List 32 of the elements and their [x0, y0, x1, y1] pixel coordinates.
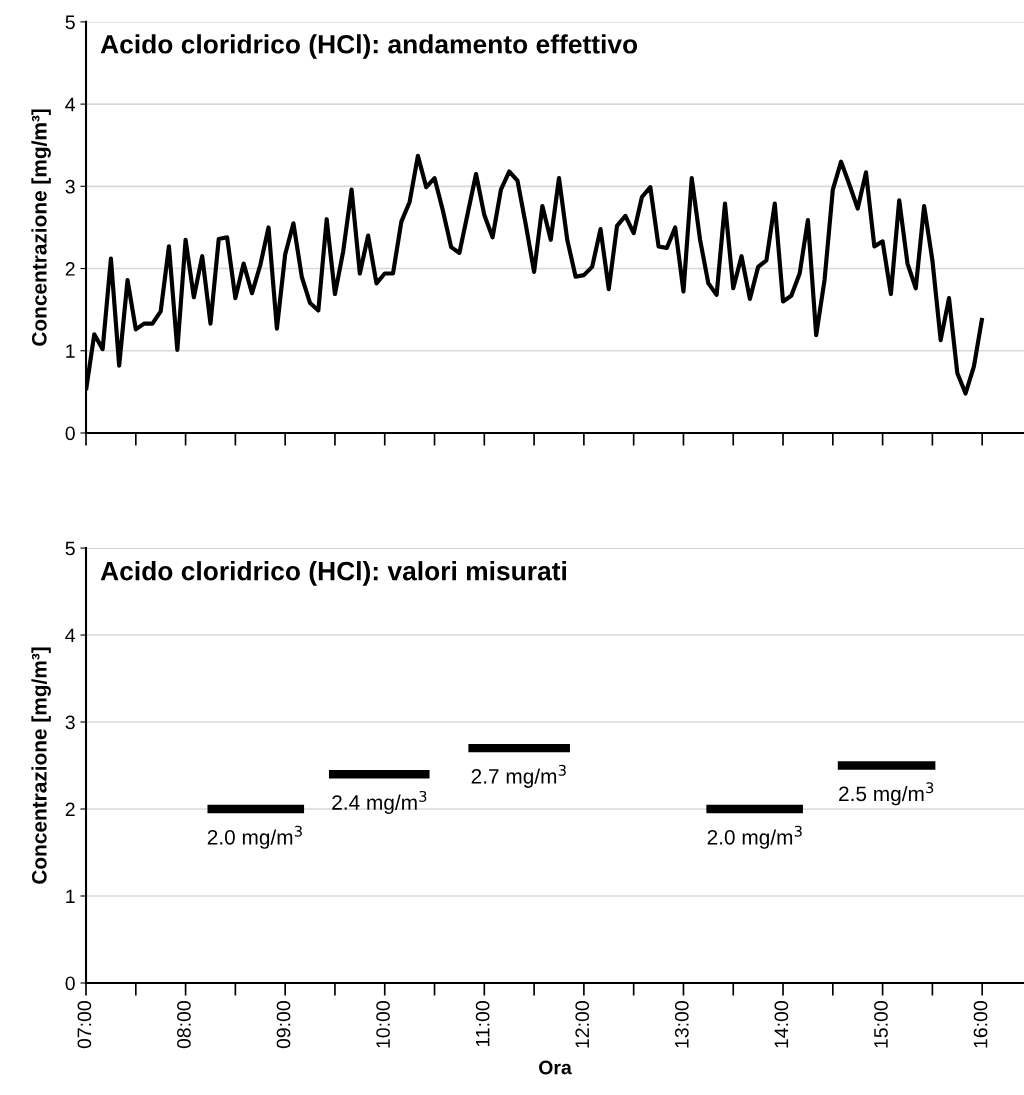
- y-tick-label: 0: [65, 426, 75, 441]
- y-axis-title: Concentrazione [mg/m³]: [31, 109, 51, 346]
- annotation: 2.4 mg/m$^{3}$: [332, 790, 427, 814]
- x-tick-label: 07:00: [77, 1001, 92, 1049]
- x-tick-label: 12:00: [575, 1001, 590, 1048]
- x-axis-title: Ora: [539, 1060, 572, 1075]
- annotation: 2.7 mg/m$^{3}$: [471, 764, 566, 788]
- x-tick-label: 08:00: [177, 1001, 191, 1049]
- annotation: 2.0 mg/m$^{3}$: [207, 825, 302, 849]
- y-tick-label: 0: [65, 976, 75, 991]
- x-tick-label: 13:00: [674, 1001, 689, 1048]
- x-tick-label: 09:00: [276, 1001, 291, 1049]
- annotation: 2.5 mg/m$^{3}$: [839, 782, 934, 806]
- y-tick-label: 5: [65, 541, 75, 556]
- y-tick-label: 2: [65, 262, 75, 276]
- chart-title: Acido cloridrico (HCl): andamento effettivo: [100, 34, 638, 59]
- y-tick-label: 1: [66, 344, 75, 358]
- x-tick-label: 11:00: [475, 1001, 490, 1047]
- y-tick-label: 3: [65, 715, 75, 730]
- y-tick-label: 4: [65, 97, 76, 112]
- y-tick-label: 3: [65, 179, 75, 194]
- x-tick-label: 16:00: [973, 1001, 988, 1048]
- x-tick-label: 10:00: [376, 1001, 390, 1048]
- y-tick-label: 1: [66, 889, 75, 904]
- x-tick-label: 14:00: [774, 1001, 789, 1048]
- y-axis-title: Concentrazione [mg/m³]: [31, 647, 51, 884]
- y-tick-label: 4: [65, 628, 76, 643]
- x-tick-label: 15:00: [874, 1001, 888, 1048]
- chart-title: Acido cloridrico (HCl): valori misurati: [100, 561, 566, 586]
- annotation: 2.0 mg/m$^{3}$: [707, 825, 802, 849]
- y-tick-label: 5: [65, 15, 75, 30]
- y-tick-label: 2: [65, 802, 75, 817]
